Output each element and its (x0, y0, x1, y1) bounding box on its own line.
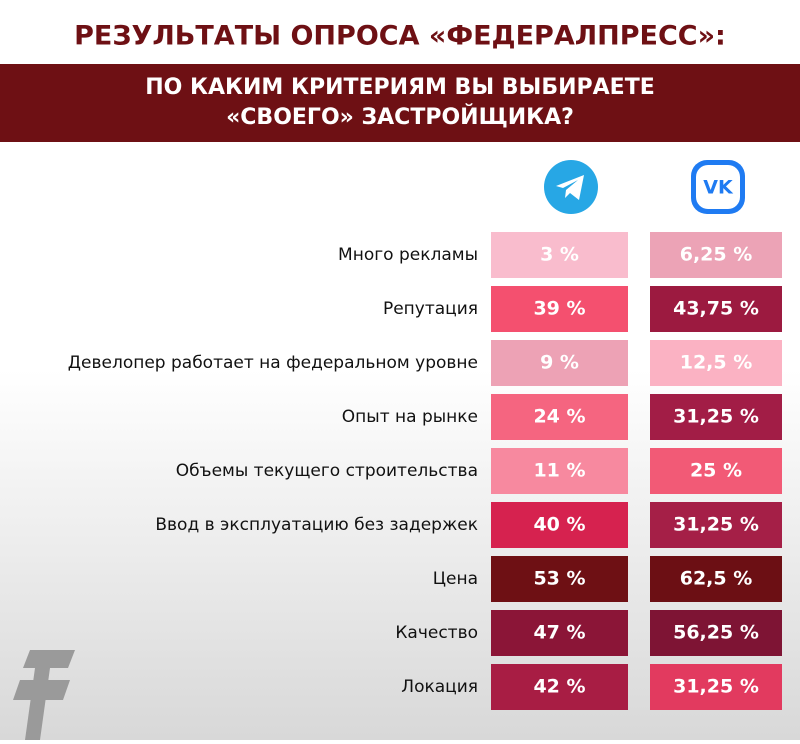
cell-value: 24 % (533, 406, 585, 428)
row-label: Репутация (383, 299, 478, 319)
row-label: Девелопер работает на федеральном уровне (68, 353, 478, 373)
cell-value: 47 % (533, 622, 585, 644)
cell (491, 286, 628, 332)
cell-value: 9 % (540, 352, 579, 374)
cell (491, 394, 628, 440)
cell-value: 12,5 % (680, 352, 753, 374)
cell (491, 556, 628, 602)
row-label: Много рекламы (338, 245, 478, 265)
cell-value: 3 % (540, 244, 579, 266)
row-label: Качество (395, 623, 478, 643)
cell-value: 6,25 % (680, 244, 753, 266)
row-label: Локация (401, 677, 478, 697)
cell-value: 31,25 % (673, 676, 759, 698)
row-label: Цена (433, 569, 478, 589)
telegram-icon (544, 160, 598, 214)
row-label: Ввод в эксплуатацию без задержек (155, 515, 478, 535)
cell-value: 53 % (533, 568, 585, 590)
cell (491, 448, 628, 494)
cell-value: 40 % (533, 514, 585, 536)
cell-value: 31,25 % (673, 514, 759, 536)
row-label: Опыт на рынке (342, 407, 478, 427)
cell (491, 232, 628, 278)
table: Много рекламы 3 % 6,25 % Репутация 39 % 43,75… (68, 232, 782, 710)
cell (650, 286, 782, 332)
cell (650, 502, 782, 548)
cell (650, 232, 782, 278)
cell-value: 39 % (533, 298, 585, 320)
cell (650, 448, 782, 494)
cell (650, 340, 782, 386)
question-line: ПО КАКИМ КРИТЕРИЯМ ВЫ ВЫБИРАЕТЕ (145, 75, 655, 100)
cell-value: 11 % (533, 460, 585, 482)
cell-value: 25 % (690, 460, 742, 482)
cell (650, 664, 782, 710)
cell (650, 556, 782, 602)
cell (650, 610, 782, 656)
cell (491, 340, 628, 386)
logo (13, 650, 75, 740)
cell-value: 56,25 % (673, 622, 759, 644)
cell-value: 42 % (533, 676, 585, 698)
question-band (0, 64, 800, 142)
title: РЕЗУЛЬТАТЫ ОПРОСА «ФЕДЕРАЛПРЕСС»: (74, 21, 726, 52)
cell (491, 610, 628, 656)
cell-value: 31,25 % (673, 406, 759, 428)
svg-text:VK: VK (703, 177, 734, 199)
cell-value: 43,75 % (673, 298, 759, 320)
cell (650, 394, 782, 440)
row-label: Объемы текущего строительства (176, 461, 478, 481)
cell (491, 664, 628, 710)
vk-icon: VK (691, 160, 745, 214)
question-line: «СВОЕГО» ЗАСТРОЙЩИКА? (226, 104, 574, 130)
cell-value: 62,5 % (680, 568, 753, 590)
cell (491, 502, 628, 548)
